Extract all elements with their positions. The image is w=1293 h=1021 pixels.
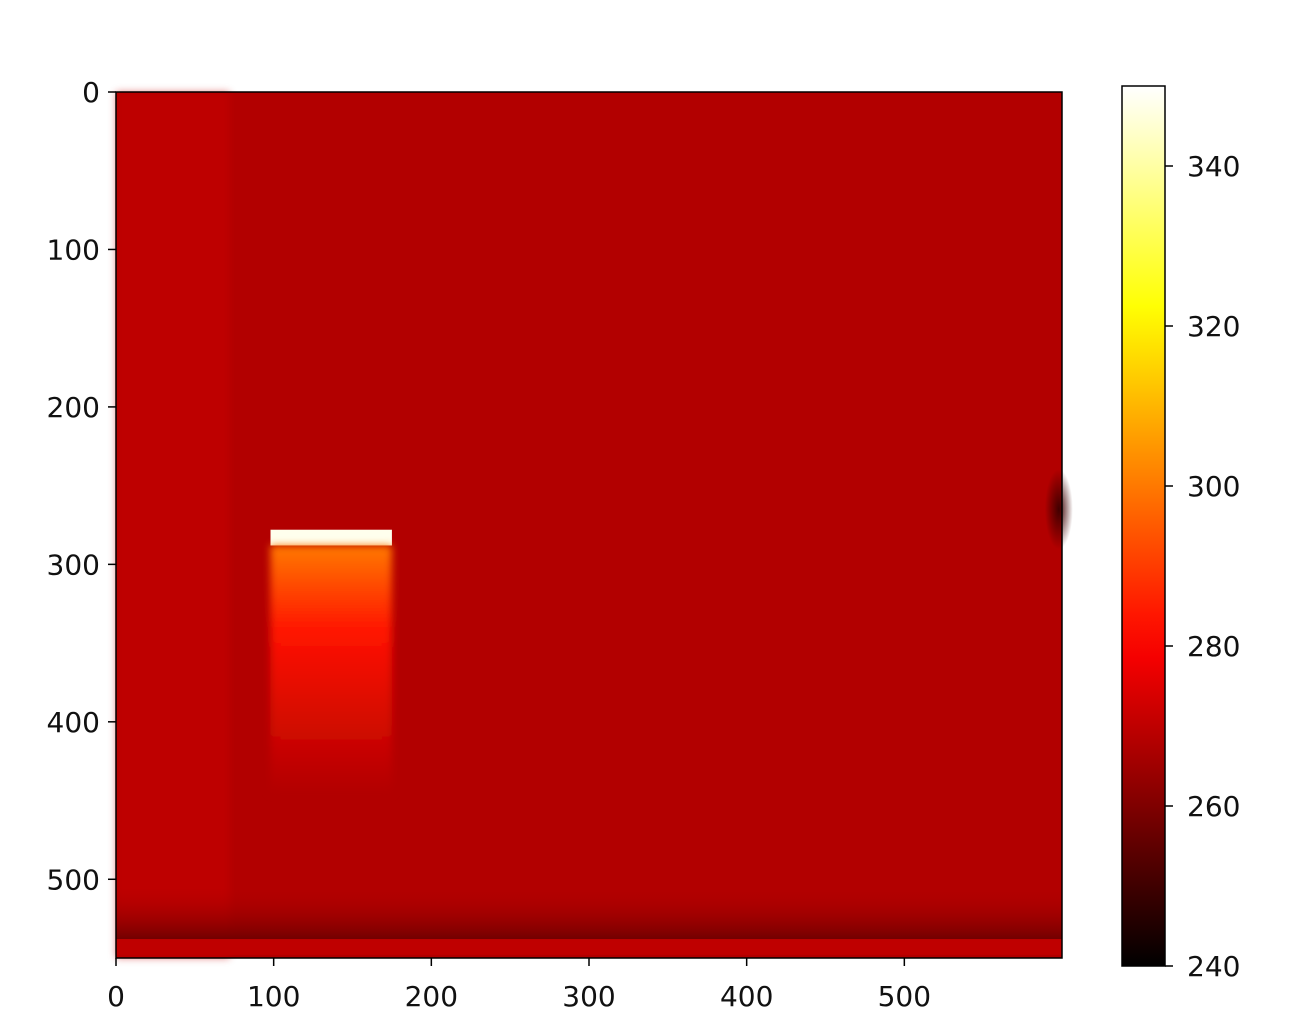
y-tick-label: 200: [47, 391, 100, 424]
y-tick-label: 300: [47, 548, 100, 581]
heatmap-glow-region: [270, 545, 392, 793]
colorbar: 240 260 280 300 320 340: [1121, 85, 1240, 983]
x-tick-label: 500: [878, 980, 931, 1013]
x-axis: 0 100 200 300 400 500: [107, 958, 931, 1013]
x-tick-label: 100: [247, 980, 300, 1013]
x-tick-label: 0: [107, 980, 125, 1013]
colorbar-tick-label: 280: [1187, 630, 1240, 663]
x-tick-label: 400: [720, 980, 773, 1013]
heatmap-left-shade: [116, 92, 230, 958]
y-tick-label: 400: [47, 706, 100, 739]
colorbar-tick-label: 240: [1187, 950, 1240, 983]
heatmap-background: [116, 92, 1062, 958]
y-tick-label: 100: [47, 233, 100, 266]
heatmap-bright-edge: [270, 529, 392, 546]
y-tick-label: 0: [82, 76, 100, 109]
heatmap-dark-spot: [1044, 469, 1073, 550]
y-tick-label: 500: [47, 863, 100, 896]
heatmap-dark-band: [116, 887, 1062, 940]
x-tick-label: 300: [562, 980, 615, 1013]
heatmap-bottom-strip: [116, 939, 1062, 955]
colorbar-tick-label: 320: [1187, 310, 1240, 343]
colorbar-tick-label: 340: [1187, 150, 1240, 183]
heatmap-image: [116, 92, 1073, 958]
y-axis: 0 100 200 300 400 500: [47, 76, 116, 896]
colorbar-tick-label: 260: [1187, 790, 1240, 823]
x-tick-label: 200: [405, 980, 458, 1013]
colorbar-tick-label: 300: [1187, 470, 1240, 503]
colorbar-gradient: [1121, 85, 1166, 967]
